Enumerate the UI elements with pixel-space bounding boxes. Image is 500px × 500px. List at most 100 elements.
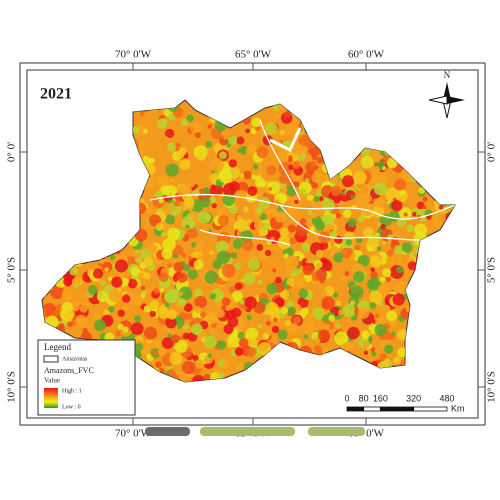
fvc-patch [287,157,293,163]
fvc-patch [161,231,167,238]
fvc-patch [101,224,110,233]
north-arrow [428,82,465,119]
fvc-patch [376,379,382,382]
fvc-patch [228,159,238,168]
fvc-patch [45,121,55,132]
fvc-patch [286,284,292,290]
fvc-patch [101,214,111,224]
fvc-patch [339,356,352,370]
fvc-patch [44,261,53,271]
fvc-patch [407,261,417,271]
fvc-patch [138,139,147,148]
fvc-patch [278,174,289,184]
fvc-patch [338,309,345,316]
fvc-patch [293,100,308,106]
fvc-patch [290,371,304,382]
fvc-patch [77,179,90,193]
fvc-patch [438,205,444,210]
fvc-patch [197,211,211,224]
fvc-patch [49,267,56,275]
fvc-patch [350,108,355,113]
fvc-patch [315,269,328,281]
fvc-patch [189,121,201,134]
fvc-patch [375,114,383,121]
fvc-patch [340,114,347,121]
fvc-patch [324,324,331,330]
legend-boundary: Amazonas [62,356,88,362]
fvc-patch [70,121,82,133]
fvc-patch [108,288,123,303]
fvc-patch [352,122,361,131]
fvc-patch [424,383,434,393]
fvc-patch [279,371,288,380]
fvc-patch [375,173,388,186]
fvc-patch [124,202,130,208]
fvc-patch [369,290,383,305]
fvc-patch [400,167,415,181]
fvc-patch [46,243,59,255]
fvc-patch [431,324,443,335]
fvc-patch [388,319,397,328]
fvc-patch [168,101,179,113]
fvc-patch [158,198,164,204]
fvc-patch [178,291,184,297]
fvc-patch [344,271,350,276]
fvc-patch [345,190,356,200]
fvc-patch [67,201,81,215]
fvc-patch [164,302,170,308]
fvc-patch [149,378,162,382]
fvc-patch [374,381,385,382]
fvc-patch [342,303,356,318]
fvc-patch [313,196,320,203]
fvc-patch [421,156,427,163]
fvc-patch [267,181,281,195]
fvc-patch [204,270,218,284]
fvc-patch [412,292,421,301]
fvc-patch [258,100,266,104]
fvc-patch [227,343,232,349]
fvc-patch [373,196,385,208]
fvc-patch [404,341,413,350]
fvc-patch [374,313,380,319]
fvc-patch [117,159,131,174]
fvc-patch [427,378,439,382]
fvc-patch [419,225,425,231]
fvc-patch [89,100,100,107]
fvc-patch [237,148,242,153]
fvc-patch [255,191,263,199]
fvc-patch [268,371,276,379]
fvc-patch [88,239,99,250]
fvc-patch [69,203,76,209]
fvc-patch [150,339,161,350]
fvc-patch [393,245,404,255]
fvc-patch [452,214,455,226]
fvc-patch [75,109,86,120]
fvc-patch [100,131,111,142]
fvc-patch [259,213,268,221]
fvc-patch [369,178,377,186]
fvc-patch [108,306,115,313]
fvc-patch [369,302,377,310]
fvc-patch [64,250,76,262]
fvc-patch [400,114,410,124]
fvc-patch [219,105,234,119]
fvc-patch [211,100,220,104]
fvc-patch [288,258,293,264]
fvc-patch [411,167,424,180]
fvc-patch [186,100,194,102]
year-label: 2021 [40,86,72,103]
fvc-patch [430,261,438,269]
fvc-patch [403,147,417,162]
fvc-patch [413,326,423,335]
fvc-patch [291,270,299,278]
fvc-patch [113,136,120,144]
scale-segment [363,406,381,412]
fvc-patch [109,100,117,108]
fvc-patch [143,128,148,134]
fvc-patch [193,259,204,270]
fvc-patch [75,137,82,144]
fvc-patch [396,136,410,150]
fvc-patch [114,259,128,273]
fvc-patch [122,326,129,333]
fvc-patch [326,113,337,124]
